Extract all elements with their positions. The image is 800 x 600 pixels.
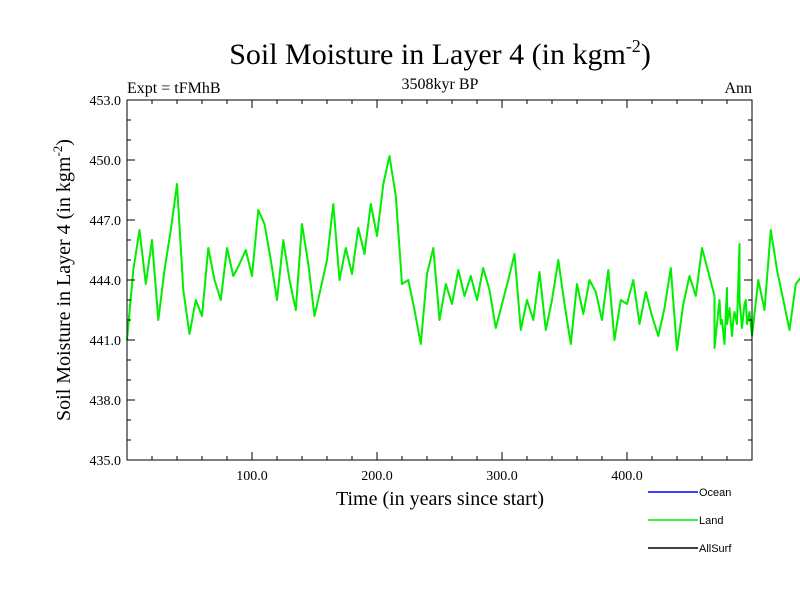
series-line-land: [126, 155, 800, 351]
season-label: Ann: [724, 80, 752, 97]
legend-label-land: Land: [699, 515, 723, 527]
chart-title-close: ): [641, 38, 651, 71]
x-axis-label: Time (in years since start): [336, 488, 544, 510]
y-axis-label-main: Soil Moisture in Layer 4 (in kgm: [53, 156, 75, 421]
x-tick-label: 200.0: [361, 469, 393, 484]
plot-area: 435.0 438.0 441.0 444.0 447.0 450.0 453.0 100.0…: [90, 94, 800, 484]
x-tick-label: 100.0: [236, 469, 268, 484]
chart-title-main: Soil Moisture in Layer 4 (in kgm: [229, 38, 626, 71]
y-tick-label: 453.0: [90, 94, 122, 109]
y-axis-label-sup: -2: [50, 146, 65, 157]
y-axis-label-close: ): [53, 139, 75, 146]
experiment-label: Expt = tFMhB: [127, 80, 220, 97]
legend: Ocean Land AllSurf: [648, 487, 732, 555]
x-tick-label: 300.0: [486, 469, 518, 484]
chart-subtitle: 3508kyr BP: [402, 76, 479, 93]
y-axis-label: Soil Moisture in Layer 4 (in kgm-2): [50, 139, 75, 421]
legend-label-allsurf: AllSurf: [699, 543, 732, 555]
x-tick-label: 400.0: [611, 469, 643, 484]
y-tick-label: 450.0: [90, 154, 122, 169]
plot-frame: [126, 99, 753, 461]
y-tick-label: 444.0: [90, 274, 122, 289]
chart-title: Soil Moisture in Layer 4 (in kgm-2): [229, 36, 651, 71]
chart-title-sup: -2: [626, 36, 641, 56]
y-tick-label: 441.0: [90, 334, 122, 349]
legend-label-ocean: Ocean: [699, 487, 731, 499]
y-tick-label: 447.0: [90, 214, 122, 229]
y-tick-label: 435.0: [90, 454, 122, 469]
y-tick-label: 438.0: [90, 394, 122, 409]
